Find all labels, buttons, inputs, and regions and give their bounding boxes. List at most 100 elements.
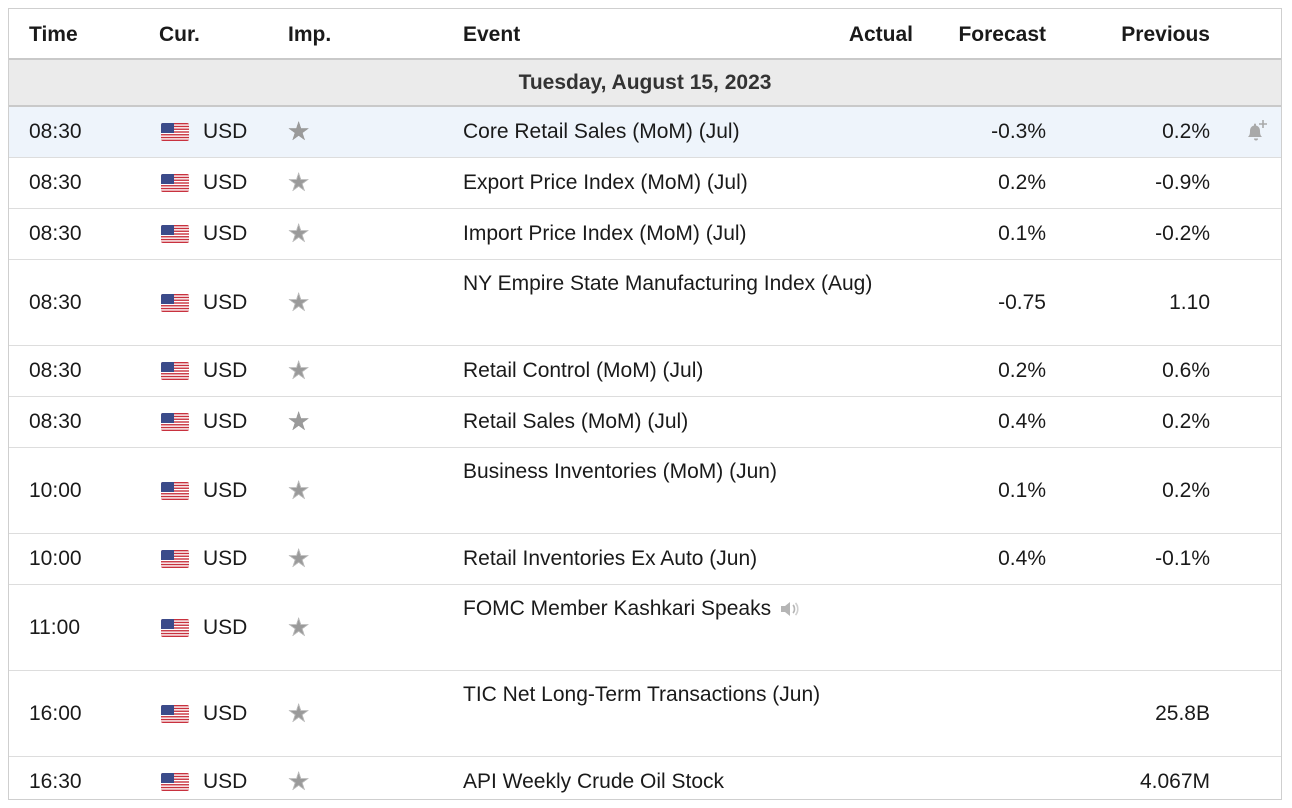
- event-name[interactable]: FOMC Member Kashkari Speaks: [463, 590, 823, 630]
- event-currency: USD: [203, 770, 248, 793]
- event-time: 16:00: [29, 702, 82, 725]
- star-filled-icon: ★: [287, 543, 318, 573]
- event-name-text: Core Retail Sales (MoM) (Jul): [463, 120, 740, 143]
- us-flag-icon: [161, 174, 189, 192]
- event-name-text: Retail Sales (MoM) (Jul): [463, 410, 689, 433]
- us-flag-icon: [161, 123, 189, 141]
- table-row[interactable]: 08:30 USD ★ ★ ★ Retail Sales (MoM) (Jul) 0.4% 0…: [9, 397, 1281, 448]
- table-row[interactable]: 08:30 USD ★ ★ ☆ Import Price Index (MoM) (Jul…: [9, 209, 1281, 260]
- event-previous: 4.067M: [1139, 770, 1210, 793]
- star-filled-icon: ★: [287, 698, 318, 728]
- table-row[interactable]: 11:00 USD ★ ★ ☆ FOMC Member Kashkari Speaks: [9, 585, 1281, 671]
- star-filled-icon: ★: [287, 475, 318, 505]
- star-filled-icon: ★: [287, 766, 318, 796]
- event-previous: -0.2%: [1155, 222, 1210, 245]
- table-row[interactable]: 08:30 USD ★ ★ ☆ NY Empire State Manufacturing…: [9, 260, 1281, 346]
- star-empty-icon: ☆: [287, 766, 318, 796]
- column-header-actual[interactable]: Actual: [848, 23, 913, 46]
- us-flag-icon: [161, 482, 189, 500]
- table-row[interactable]: 08:30 USD ★ ★ ☆ Retail Control (MoM) (Jul) 0.2…: [9, 346, 1281, 397]
- event-name[interactable]: Import Price Index (MoM) (Jul): [463, 215, 823, 252]
- star-filled-icon: ★: [287, 355, 318, 385]
- event-previous: 0.2%: [1162, 410, 1210, 433]
- day-label: Tuesday, August 15, 2023: [518, 71, 772, 94]
- event-name[interactable]: Retail Control (MoM) (Jul): [463, 352, 823, 389]
- star-filled-icon: ★: [287, 406, 318, 436]
- star-filled-icon: ★: [287, 116, 318, 146]
- us-flag-icon: [161, 619, 189, 637]
- table-row[interactable]: 08:30 USD ★ ★ ★ Core Retail Sales (MoM) (Jul)…: [9, 107, 1281, 158]
- event-name-text: Retail Inventories Ex Auto (Jun): [463, 547, 758, 570]
- event-rows: 08:30 USD ★ ★ ★ Core Retail Sales (MoM) (Jul)…: [9, 107, 1281, 808]
- star-empty-icon: ☆: [287, 698, 318, 728]
- column-header-previous[interactable]: Previous: [1121, 23, 1210, 46]
- column-header-forecast[interactable]: Forecast: [958, 23, 1046, 46]
- table-header: Time Cur. Imp. Event Actual Forecast Pre…: [9, 9, 1281, 60]
- event-forecast: 0.4%: [998, 410, 1046, 433]
- star-filled-icon: ★: [287, 287, 318, 317]
- star-filled-icon: ★: [287, 167, 318, 197]
- event-name[interactable]: Retail Sales (MoM) (Jul): [463, 403, 823, 440]
- event-name-text: TIC Net Long-Term Transactions (Jun): [463, 683, 821, 706]
- event-forecast: 0.4%: [998, 547, 1046, 570]
- event-time: 10:00: [29, 479, 82, 502]
- event-previous: -0.1%: [1155, 547, 1210, 570]
- event-previous: 25.8B: [1155, 702, 1210, 725]
- star-filled-icon: ★: [287, 167, 318, 197]
- event-name[interactable]: TIC Net Long-Term Transactions (Jun): [463, 676, 823, 713]
- event-time: 08:30: [29, 171, 82, 194]
- star-filled-icon: ★: [287, 612, 318, 642]
- event-name-text: NY Empire State Manufacturing Index (Aug…: [463, 272, 873, 295]
- event-forecast: 0.1%: [998, 222, 1046, 245]
- event-name-text: FOMC Member Kashkari Speaks: [463, 597, 772, 620]
- star-empty-icon: ☆: [287, 475, 318, 505]
- event-name[interactable]: Core Retail Sales (MoM) (Jul): [463, 113, 823, 150]
- event-forecast: 0.1%: [998, 479, 1046, 502]
- speaker-icon[interactable]: [779, 593, 801, 630]
- star-filled-icon: ★: [287, 475, 318, 505]
- event-previous: -0.9%: [1155, 171, 1210, 194]
- star-filled-icon: ★: [287, 698, 318, 728]
- table-row[interactable]: 16:00 USD ★ ★ ☆ TIC Net Long-Term Transaction…: [9, 671, 1281, 757]
- star-empty-icon: ☆: [287, 167, 318, 197]
- event-time: 10:00: [29, 547, 82, 570]
- event-name[interactable]: NY Empire State Manufacturing Index (Aug…: [463, 265, 872, 302]
- event-time: 08:30: [29, 120, 82, 143]
- event-currency: USD: [203, 120, 248, 143]
- event-name[interactable]: Export Price Index (MoM) (Jul): [463, 164, 823, 201]
- event-name[interactable]: API Weekly Crude Oil Stock: [463, 763, 823, 800]
- column-header-currency[interactable]: Cur.: [159, 23, 200, 46]
- column-header-importance[interactable]: Imp.: [288, 23, 332, 46]
- column-header-time[interactable]: Time: [29, 23, 78, 46]
- star-filled-icon: ★: [287, 287, 318, 317]
- us-flag-icon: [161, 294, 189, 312]
- star-filled-icon: ★: [287, 355, 318, 385]
- event-name-text: Retail Control (MoM) (Jul): [463, 359, 704, 382]
- event-time: 08:30: [29, 291, 82, 314]
- us-flag-icon: [161, 362, 189, 380]
- star-filled-icon: ★: [287, 116, 318, 146]
- event-forecast: -0.75: [998, 291, 1046, 314]
- economic-calendar-table: Time Cur. Imp. Event Actual Forecast Pre…: [8, 8, 1282, 800]
- event-time: 08:30: [29, 410, 82, 433]
- table-row[interactable]: 08:30 USD ★ ★ ☆ Export Price Index (MoM) (Jul…: [9, 158, 1281, 209]
- event-time: 16:30: [29, 770, 82, 793]
- star-empty-icon: ☆: [287, 287, 318, 317]
- table-row[interactable]: 16:30 USD ★ ★ ☆ API Weekly Crude Oil Stock 4.0…: [9, 757, 1281, 808]
- event-previous: 0.2%: [1162, 120, 1210, 143]
- us-flag-icon: [161, 413, 189, 431]
- us-flag-icon: [161, 773, 189, 791]
- event-currency: USD: [203, 410, 248, 433]
- table-row[interactable]: 10:00 USD ★ ★ ☆ Business Inventories (MoM) (J…: [9, 448, 1281, 534]
- star-filled-icon: ★: [287, 218, 318, 248]
- table-row[interactable]: 10:00 USD ★ ★ ☆ Retail Inventories Ex Auto (J…: [9, 534, 1281, 585]
- bell-plus-icon[interactable]: [1241, 117, 1269, 149]
- event-name-text: Business Inventories (MoM) (Jun): [463, 460, 777, 483]
- event-time: 08:30: [29, 359, 82, 382]
- column-header-event[interactable]: Event: [463, 23, 521, 46]
- event-forecast: 0.2%: [998, 171, 1046, 194]
- event-name[interactable]: Business Inventories (MoM) (Jun): [463, 453, 823, 490]
- event-name-text: Export Price Index (MoM) (Jul): [463, 171, 748, 194]
- event-name[interactable]: Retail Inventories Ex Auto (Jun): [463, 540, 823, 577]
- event-currency: USD: [203, 702, 248, 725]
